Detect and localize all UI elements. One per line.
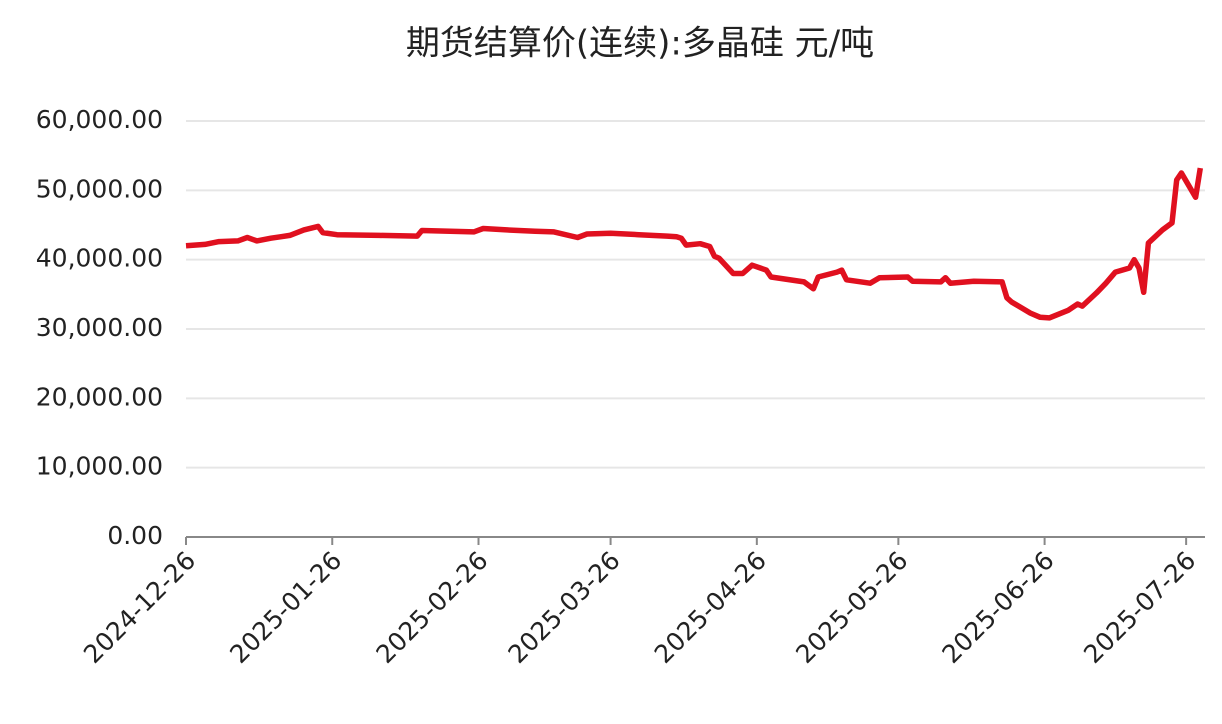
x-tick-label: 2025-01-26 [224, 546, 347, 669]
y-tick-label: 50,000.00 [36, 174, 163, 203]
x-tick-label: 2025-06-26 [937, 546, 1060, 669]
x-tick-label: 2025-04-26 [649, 546, 772, 669]
x-tick-label: 2025-03-26 [503, 546, 626, 669]
y-tick-label: 60,000.00 [36, 105, 163, 134]
x-tick-label: 2025-07-26 [1078, 546, 1201, 669]
y-tick-label: 30,000.00 [36, 313, 163, 342]
x-tick-label: 2024-12-26 [78, 546, 201, 669]
line [185, 167, 1204, 321]
y-tick-label: 10,000.00 [36, 452, 163, 481]
y-tick-label: 40,000.00 [36, 244, 163, 273]
x-tick-label: 2025-02-26 [370, 546, 493, 669]
x-tick-label: 2025-05-26 [790, 546, 913, 669]
chart-title: 期货结算价(连续):多晶硅 元/吨 [406, 24, 874, 64]
y-tick-label: 0.00 [107, 521, 163, 550]
y-tick-label: 20,000.00 [36, 382, 163, 411]
